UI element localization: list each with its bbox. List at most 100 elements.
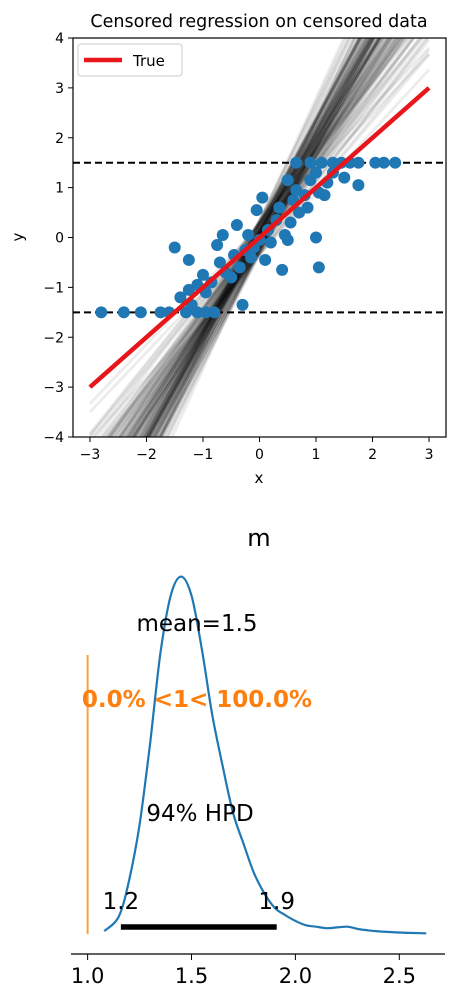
y-axis-ticks: −4 −3 −2 −1 0 1 2 3 4 (43, 31, 73, 446)
true-line (88, 86, 431, 389)
data-point (95, 306, 108, 319)
reference-label: 0.0% <1< 100.0% (82, 687, 312, 713)
data-point (211, 238, 224, 251)
posterior-line (124, 38, 374, 437)
posterior-line (148, 38, 386, 437)
data-point (168, 241, 181, 254)
hpd-high-label: 1.9 (258, 889, 295, 915)
y-tick-label: 1 (55, 181, 64, 197)
data-point (117, 306, 130, 319)
posterior-line (142, 38, 372, 437)
posterior-line (133, 38, 376, 437)
density-curve (103, 575, 427, 935)
y-tick-label: 3 (55, 81, 64, 97)
posterior-line (147, 38, 361, 437)
data-point (310, 231, 323, 244)
posterior-line (88, 52, 431, 414)
hpd-label: 94% HPD (146, 801, 253, 827)
data-point (245, 251, 258, 264)
x-tick-label-2: 1.0 (71, 964, 104, 988)
posterior-line (114, 38, 385, 437)
legend: True (77, 43, 183, 77)
posterior-line (106, 38, 408, 437)
posterior-line (154, 38, 355, 437)
posterior-line (126, 38, 382, 437)
posterior-line (141, 38, 374, 437)
posterior-line (138, 38, 373, 437)
posterior-line (152, 38, 350, 437)
data-point (338, 171, 351, 184)
posterior-line (158, 38, 375, 437)
true-line-path (88, 86, 431, 389)
data-point (312, 261, 325, 274)
posterior-line (107, 38, 393, 437)
data-point (284, 216, 297, 229)
legend-box (77, 43, 183, 77)
hpd-low-label: 1.2 (103, 889, 140, 915)
x-tick-label: −3 (80, 447, 101, 463)
posterior-line (164, 38, 371, 437)
posterior-line (158, 38, 346, 437)
posterior-line (144, 38, 369, 437)
data-point (196, 268, 209, 281)
x-tick-label: 2 (368, 447, 377, 463)
data-point (352, 156, 365, 169)
data-point (389, 156, 402, 169)
data-point (259, 253, 272, 266)
posterior-line (143, 38, 362, 437)
posterior-line (102, 53, 431, 437)
data-point (290, 156, 303, 169)
data-point (230, 219, 243, 232)
y-tick-label: 2 (55, 131, 64, 147)
posterior-line (140, 38, 372, 437)
posterior-line (152, 38, 382, 437)
posterior-line (158, 38, 348, 437)
posterior-line (119, 38, 381, 437)
posterior-line (143, 38, 370, 437)
posterior-line (116, 38, 429, 437)
mean-label: mean=1.5 (136, 611, 257, 637)
data-point (233, 261, 246, 274)
posterior-line (116, 38, 390, 437)
posterior-line (132, 38, 381, 437)
posterior-line (112, 38, 430, 437)
y-tick-label: −2 (43, 330, 64, 346)
x-tick-label: 1 (312, 447, 321, 463)
posterior-line (136, 38, 375, 437)
posterior-line (147, 38, 362, 437)
data-point (236, 298, 249, 311)
data-points (95, 156, 402, 319)
posterior-line (95, 38, 403, 437)
data-point (256, 191, 269, 204)
data-point (225, 271, 238, 284)
legend-label-true: True (132, 52, 165, 70)
x-tick-label-2: 1.5 (175, 964, 208, 988)
data-point (281, 174, 294, 187)
data-point (216, 229, 229, 242)
data-point (318, 189, 331, 202)
chart2-title: m (247, 524, 270, 552)
posterior-line (147, 38, 367, 437)
x-tick-label: 0 (255, 447, 264, 463)
x-axis-ticks-2: 1.0 1.5 2.0 2.5 (71, 954, 416, 988)
posterior-line (130, 38, 406, 437)
posterior-line (140, 38, 363, 437)
posterior-line (161, 38, 376, 437)
posterior-line (135, 38, 402, 437)
posterior-line (148, 38, 364, 437)
posterior-line (153, 38, 361, 437)
posterior-line (131, 38, 379, 437)
posterior-line (126, 38, 376, 437)
x-tick-label: −2 (136, 447, 157, 463)
data-point (326, 156, 339, 169)
posterior-line (158, 38, 377, 437)
data-point (134, 306, 147, 319)
posterior-line (88, 38, 409, 437)
data-point (304, 156, 317, 169)
posterior-line (105, 38, 392, 437)
data-point (315, 156, 328, 169)
data-point (377, 156, 390, 169)
x-tick-label: −1 (193, 447, 214, 463)
posterior-line (118, 38, 383, 437)
